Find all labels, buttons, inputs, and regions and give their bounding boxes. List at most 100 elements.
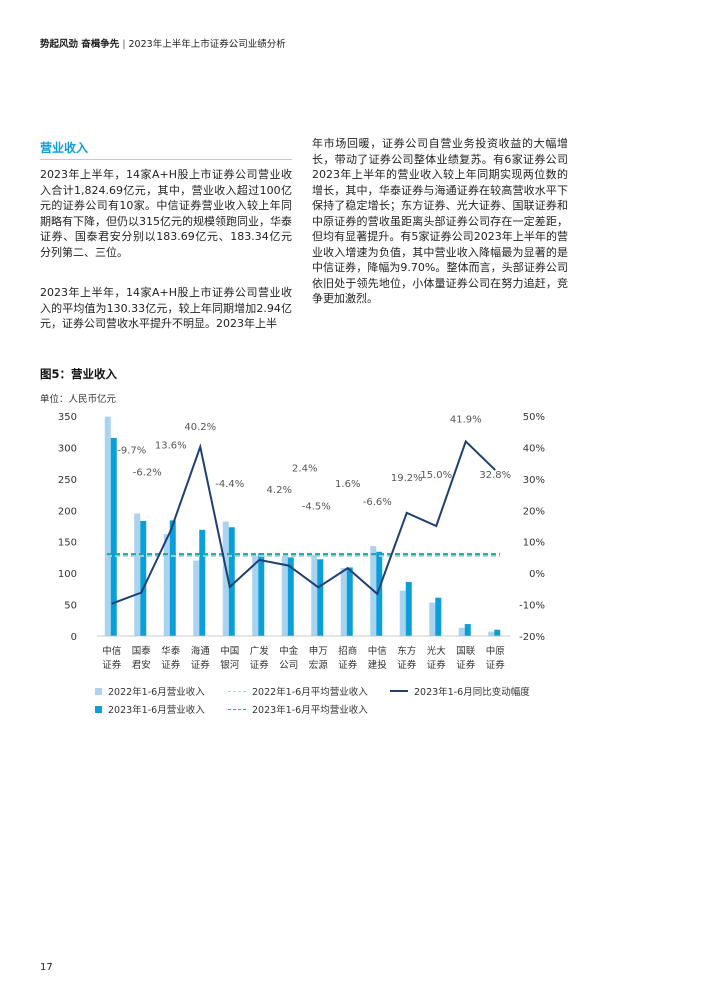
header-subtitle: 2023年上半年上市证券公司业绩分析 bbox=[128, 39, 286, 50]
category-label: 证券 bbox=[397, 659, 417, 671]
paragraph-2: 2023年上半年，14家A+H股上市证券公司营业收入的平均值为130.33亿元，… bbox=[40, 286, 292, 330]
legend-item-2022-revenue: 2022年1-6月营业收入 bbox=[95, 684, 205, 698]
y-left-tick-label: 150 bbox=[58, 538, 77, 549]
y-right-tick-label: 0% bbox=[529, 569, 545, 580]
section-title-rule bbox=[40, 159, 292, 160]
y-right-tick-label: 20% bbox=[523, 506, 545, 517]
data-label: -4.4% bbox=[215, 479, 244, 490]
page-number: 17 bbox=[40, 962, 53, 973]
bar-2023-revenue bbox=[464, 624, 471, 636]
category-label: 华泰 bbox=[161, 645, 181, 657]
y-right-tick-label: -20% bbox=[519, 632, 545, 643]
y-right-tick-label: 40% bbox=[523, 443, 545, 454]
revenue-chart: 0 50 100 150 200 250 300 350 -20% -10% 0% 10% 20% 30%… bbox=[58, 412, 545, 671]
legend-label-2022-average: 2022年1-6月平均营业收入 bbox=[252, 687, 368, 698]
figure-unit: 单位：人民币亿元 bbox=[40, 394, 117, 405]
data-label: -4.5% bbox=[302, 501, 331, 512]
category-label: 证券 bbox=[456, 659, 476, 671]
category-label: 证券 bbox=[250, 659, 270, 671]
bar-2023-revenue bbox=[199, 529, 206, 636]
legend-label-2023-revenue: 2023年1-6月营业收入 bbox=[108, 705, 205, 716]
paragraph-3: 年市场回暖，证券公司自营业务投资收益的大幅增长，带动了证券公司整体业绩复苏。有6… bbox=[312, 137, 568, 305]
legend-item-2023-revenue: 2023年1-6月营业收入 bbox=[95, 702, 205, 716]
category-label: 君安 bbox=[132, 659, 151, 671]
data-label: 40.2% bbox=[184, 422, 216, 433]
legend-swatch-2023-revenue bbox=[95, 705, 102, 713]
category-label: 公司 bbox=[279, 660, 298, 671]
category-label: 证券 bbox=[191, 659, 211, 671]
y-right-tick-label: 30% bbox=[523, 475, 545, 486]
data-label: 13.6% bbox=[155, 440, 187, 451]
data-label: 2.4% bbox=[292, 464, 317, 475]
category-label: 国泰 bbox=[132, 645, 152, 657]
y-left-tick-label: 300 bbox=[58, 443, 77, 454]
category-label: 光大 bbox=[427, 645, 447, 657]
data-label: 15.0% bbox=[420, 470, 452, 481]
category-label: 证券 bbox=[161, 659, 181, 671]
legend-swatch-yoy-change bbox=[390, 690, 408, 692]
bar-2023-revenue bbox=[317, 559, 324, 636]
data-label: 41.9% bbox=[450, 414, 482, 425]
data-label: 32.8% bbox=[479, 470, 511, 481]
category-label: 证券 bbox=[338, 659, 358, 671]
category-label: 广发 bbox=[250, 645, 270, 657]
running-header: 势起风劲 奋楫争先 | 2023年上半年上市证券公司业绩分析 bbox=[40, 36, 286, 50]
y-left-tick-label: 100 bbox=[58, 569, 77, 580]
bar-2022-revenue bbox=[458, 627, 465, 636]
bar-2022-revenue bbox=[193, 560, 200, 636]
bar-2023-revenue bbox=[376, 551, 383, 636]
header-separator: | bbox=[122, 39, 126, 50]
y-left-tick-label: 0 bbox=[71, 632, 77, 643]
category-label: 建投 bbox=[368, 659, 388, 671]
bar-2022-revenue bbox=[488, 631, 495, 636]
category-label: 证券 bbox=[486, 659, 506, 671]
legend-item-yoy-change: 2023年1-6月同比变动幅度 bbox=[390, 684, 530, 698]
figure-title: 图5：营业收入 bbox=[40, 367, 118, 381]
bar-2023-revenue bbox=[494, 629, 501, 636]
bar-2022-revenue bbox=[252, 556, 259, 636]
data-label: -6.6% bbox=[363, 497, 392, 508]
y-left-tick-label: 200 bbox=[58, 506, 77, 517]
y-left-tick-label: 350 bbox=[58, 412, 77, 423]
y-right-tick-label: -10% bbox=[519, 601, 545, 612]
data-label: 1.6% bbox=[335, 479, 360, 490]
data-label: -9.7% bbox=[117, 446, 146, 457]
bar-2022-revenue bbox=[104, 416, 111, 636]
section-title: 营业收入 bbox=[40, 141, 89, 155]
bar-2023-revenue bbox=[287, 557, 294, 636]
y-left-tick-label: 50 bbox=[64, 601, 77, 612]
category-label: 银河 bbox=[220, 659, 240, 671]
legend-item-2022-average: 2022年1-6月平均营业收入 bbox=[228, 684, 368, 698]
yoy-change-line bbox=[111, 439, 496, 605]
category-label: 中金 bbox=[279, 645, 299, 657]
y-left-tick-label: 250 bbox=[58, 475, 77, 486]
data-label: -6.2% bbox=[133, 468, 162, 479]
legend-label-2023-average: 2023年1-6月平均营业收入 bbox=[252, 705, 368, 716]
bar-2023-revenue bbox=[405, 581, 412, 636]
bar-2022-revenue bbox=[281, 556, 288, 636]
legend-swatch-2022-revenue bbox=[95, 687, 102, 695]
category-label: 招商 bbox=[338, 645, 357, 657]
y-right-tick-label: 50% bbox=[523, 412, 545, 423]
bar-2022-revenue bbox=[134, 513, 141, 636]
legend-swatch-2022-average bbox=[228, 690, 246, 692]
legend-label-2022-revenue: 2022年1-6月营业收入 bbox=[108, 687, 205, 698]
category-label: 中信 bbox=[102, 645, 121, 657]
bar-2022-revenue bbox=[429, 602, 436, 636]
paragraph-1: 2023年上半年，14家A+H股上市证券公司营业收入合计1,824.69亿元，其… bbox=[40, 168, 292, 259]
y-right-tick-label: 10% bbox=[523, 538, 545, 549]
bar-2022-revenue bbox=[399, 590, 406, 636]
bar-2023-revenue bbox=[169, 520, 176, 636]
header-brand: 势起风劲 奋楫争先 bbox=[40, 39, 120, 50]
bar-2023-revenue bbox=[140, 520, 147, 636]
data-label: 4.2% bbox=[267, 485, 292, 496]
category-label: 证券 bbox=[427, 659, 447, 671]
bar-2022-revenue bbox=[311, 554, 318, 636]
legend-label-yoy-change: 2023年1-6月同比变动幅度 bbox=[414, 687, 530, 698]
category-label: 证券 bbox=[102, 659, 122, 671]
category-label: 中信 bbox=[368, 645, 387, 657]
category-label: 海通 bbox=[191, 645, 211, 657]
bar-2023-revenue bbox=[346, 567, 353, 636]
category-label: 宏源 bbox=[309, 659, 329, 671]
category-label: 申万 bbox=[309, 645, 328, 657]
